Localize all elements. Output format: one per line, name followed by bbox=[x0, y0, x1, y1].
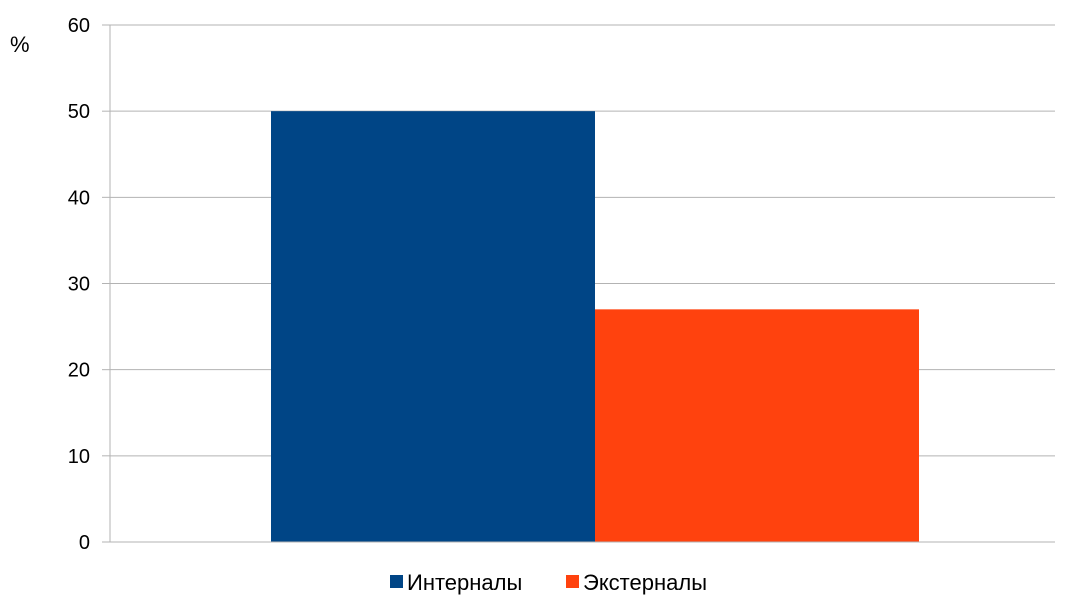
y-tick-label: 30 bbox=[68, 274, 90, 296]
y-tick-label: 0 bbox=[79, 532, 90, 554]
y-tick-label: 40 bbox=[68, 187, 90, 209]
bars bbox=[271, 111, 919, 543]
bar-externals bbox=[595, 309, 919, 542]
y-tick-label: 20 bbox=[68, 360, 90, 382]
y-tick-label: 10 bbox=[68, 446, 90, 468]
y-tick-labels: 0 10 20 30 40 50 60 bbox=[68, 15, 90, 554]
bar-internals bbox=[271, 111, 595, 543]
y-tick-label: 50 bbox=[68, 101, 90, 123]
legend-label: Интерналы bbox=[407, 570, 522, 595]
y-axis-unit-label: % bbox=[10, 32, 30, 57]
legend-swatch bbox=[390, 575, 403, 588]
legend-label: Экстерналы bbox=[583, 570, 707, 595]
legend-swatch bbox=[566, 575, 579, 588]
y-tick-label: 60 bbox=[68, 15, 90, 37]
axes bbox=[109, 25, 1055, 543]
legend: Интерналы Экстерналы bbox=[390, 570, 707, 595]
